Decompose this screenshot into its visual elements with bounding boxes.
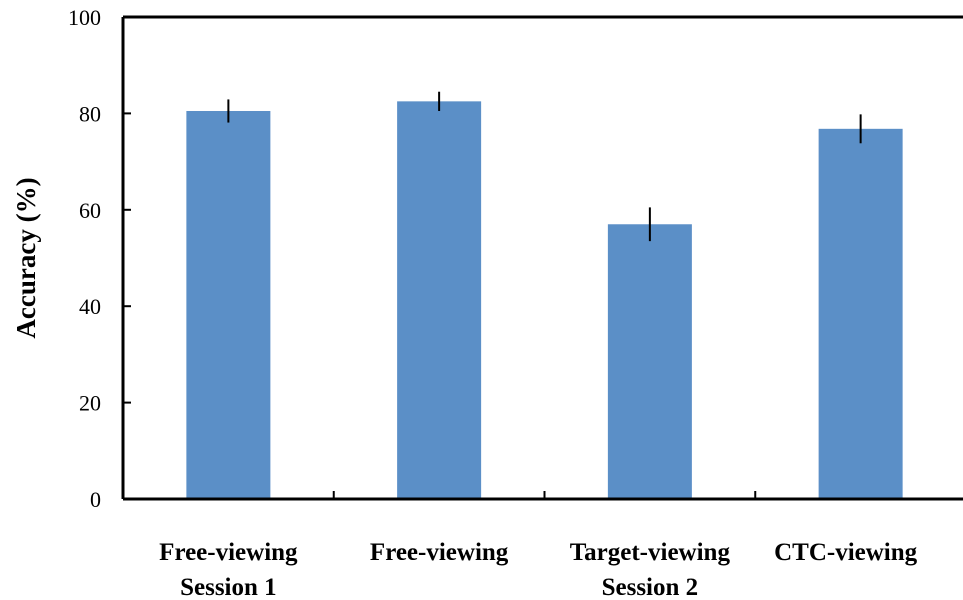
y-tick-label: 0 xyxy=(90,487,101,512)
bar xyxy=(397,101,482,499)
category-label: Target-viewing xyxy=(570,539,731,566)
bars-layer xyxy=(186,101,903,500)
category-label: Free-viewing xyxy=(370,539,509,566)
x-ticks-layer xyxy=(332,491,757,499)
y-tick-label: 80 xyxy=(79,101,101,126)
y-ticks-layer: 0 20 40 60 80 100 xyxy=(68,5,131,512)
y-tick-label: 100 xyxy=(68,5,101,30)
category-label: CTC-viewing xyxy=(774,539,918,566)
category-label: Free-viewing xyxy=(159,539,298,566)
category-label: Session 1 xyxy=(180,574,277,600)
y-tick-label: 20 xyxy=(79,391,101,416)
bar xyxy=(818,128,903,499)
y-tick-label: 40 xyxy=(79,294,101,319)
bar xyxy=(607,224,692,499)
y-tick-label: 60 xyxy=(79,198,101,223)
error-bars-layer xyxy=(227,91,862,242)
bar xyxy=(186,110,271,500)
category-label: Session 2 xyxy=(602,574,699,600)
y-axis-title: Accuracy (%) xyxy=(11,177,41,338)
category-labels-layer: Free-viewing Session 1 Free-viewing Target-… xyxy=(159,539,917,600)
